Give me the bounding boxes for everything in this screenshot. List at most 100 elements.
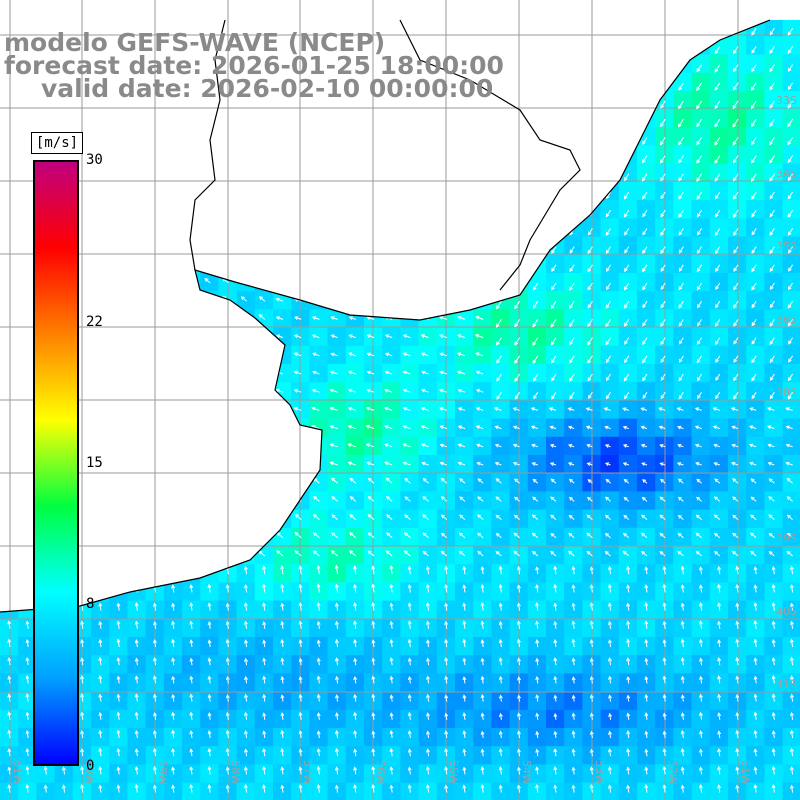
wind-speed-cell — [109, 200, 128, 219]
wind-arrow — [348, 316, 356, 320]
wind-speed-cell — [291, 0, 310, 19]
wind-speed-cell — [546, 600, 565, 620]
wind-speed-cell — [200, 400, 219, 420]
wind-arrow — [624, 173, 630, 182]
wind-speed-cell — [91, 236, 110, 256]
wind-speed-cell — [709, 764, 729, 784]
wind-arrow — [276, 496, 284, 502]
wind-speed-cell — [691, 109, 711, 128]
wind-arrow — [367, 532, 375, 539]
wind-arrow — [786, 532, 793, 539]
wind-arrow — [678, 319, 684, 327]
wind-arrow — [457, 134, 466, 138]
wind-arrow — [660, 478, 666, 484]
wind-arrow — [240, 368, 247, 375]
wind-arrow — [331, 514, 338, 520]
wind-speed-cell — [91, 254, 110, 274]
wind-speed-cell — [382, 163, 401, 183]
wind-arrow — [751, 209, 757, 218]
wind-arrow — [476, 25, 484, 29]
wind-arrow — [421, 370, 429, 375]
wind-speed-cell — [91, 436, 110, 456]
wind-speed-cell — [527, 273, 547, 292]
wind-arrow — [204, 332, 211, 338]
wind-speed-cell — [491, 254, 511, 274]
wind-speed-cell — [254, 709, 274, 729]
wind-arrow — [715, 337, 721, 345]
wind-speed-cell — [200, 764, 219, 784]
wind-arrow — [185, 514, 193, 520]
wind-speed-cell — [382, 254, 401, 274]
wind-speed-cell — [345, 291, 365, 310]
wind-speed-cell — [709, 91, 729, 110]
wind-speed-cell — [782, 691, 800, 711]
wind-speed-cell — [309, 637, 329, 656]
wind-arrow — [185, 441, 193, 448]
wind-arrow — [568, 532, 575, 539]
wind-arrow — [476, 116, 484, 120]
wind-speed-cell — [182, 473, 201, 492]
wind-arrow — [347, 370, 356, 375]
wind-speed-cell — [764, 145, 784, 165]
wind-arrow — [475, 170, 484, 175]
wind-speed-cell — [254, 163, 274, 183]
wind-speed-cell — [0, 127, 19, 147]
wind-arrow — [113, 478, 120, 484]
wind-arrow — [624, 155, 630, 163]
wind-speed-cell — [182, 491, 201, 511]
wind-speed-cell — [345, 145, 365, 165]
wind-speed-cell — [382, 637, 401, 656]
wind-arrow — [457, 370, 466, 375]
wind-speed-cell — [400, 236, 420, 256]
wind-speed-cell — [127, 709, 147, 729]
wind-arrow — [768, 496, 775, 502]
wind-speed-cell — [691, 582, 711, 602]
wind-speed-cell — [455, 163, 474, 183]
wind-speed-cell — [273, 436, 292, 456]
wind-speed-cell — [291, 673, 310, 693]
wind-arrow — [168, 150, 175, 156]
wind-speed-cell — [291, 455, 310, 474]
wind-arrow — [330, 316, 338, 320]
wind-arrow — [641, 462, 648, 466]
wind-arrow — [586, 550, 593, 557]
wind-speed-cell — [0, 564, 19, 583]
wind-arrow — [496, 337, 502, 346]
wind-speed-cell — [18, 109, 37, 128]
wind-speed-cell — [291, 200, 310, 219]
wind-arrow — [569, 46, 575, 54]
wind-speed-cell — [273, 764, 292, 784]
wind-arrow — [240, 223, 247, 229]
wind-speed-cell — [182, 673, 201, 693]
wind-arrow — [551, 118, 557, 127]
wind-arrow — [457, 24, 466, 29]
wind-speed-cell — [491, 582, 511, 602]
wind-arrow — [240, 532, 247, 539]
wind-speed-cell — [491, 600, 511, 620]
wind-speed-cell — [527, 36, 547, 56]
wind-arrow — [275, 461, 284, 466]
wind-arrow — [624, 246, 630, 254]
wind-arrow — [349, 7, 356, 10]
wind-arrow — [403, 243, 411, 248]
wind-speed-cell — [273, 254, 292, 274]
wind-speed-cell — [691, 673, 711, 693]
wind-arrow — [98, 565, 103, 575]
wind-arrow — [642, 137, 648, 145]
wind-speed-cell — [182, 163, 201, 183]
wind-arrow — [349, 514, 357, 520]
wind-arrow — [789, 10, 793, 16]
longitude-label: 61W — [11, 760, 24, 785]
wind-arrow — [751, 300, 757, 309]
wind-arrow — [734, 10, 738, 17]
wind-speed-cell — [163, 291, 183, 310]
wind-arrow — [131, 296, 138, 302]
wind-speed-cell — [109, 345, 128, 365]
wind-arrow — [421, 243, 429, 248]
wind-arrow — [275, 388, 284, 393]
wind-speed-cell — [0, 637, 19, 656]
wind-speed-cell — [619, 0, 638, 19]
wind-speed-cell — [691, 382, 711, 401]
wind-speed-cell — [200, 564, 219, 583]
wind-speed-cell — [728, 72, 747, 92]
